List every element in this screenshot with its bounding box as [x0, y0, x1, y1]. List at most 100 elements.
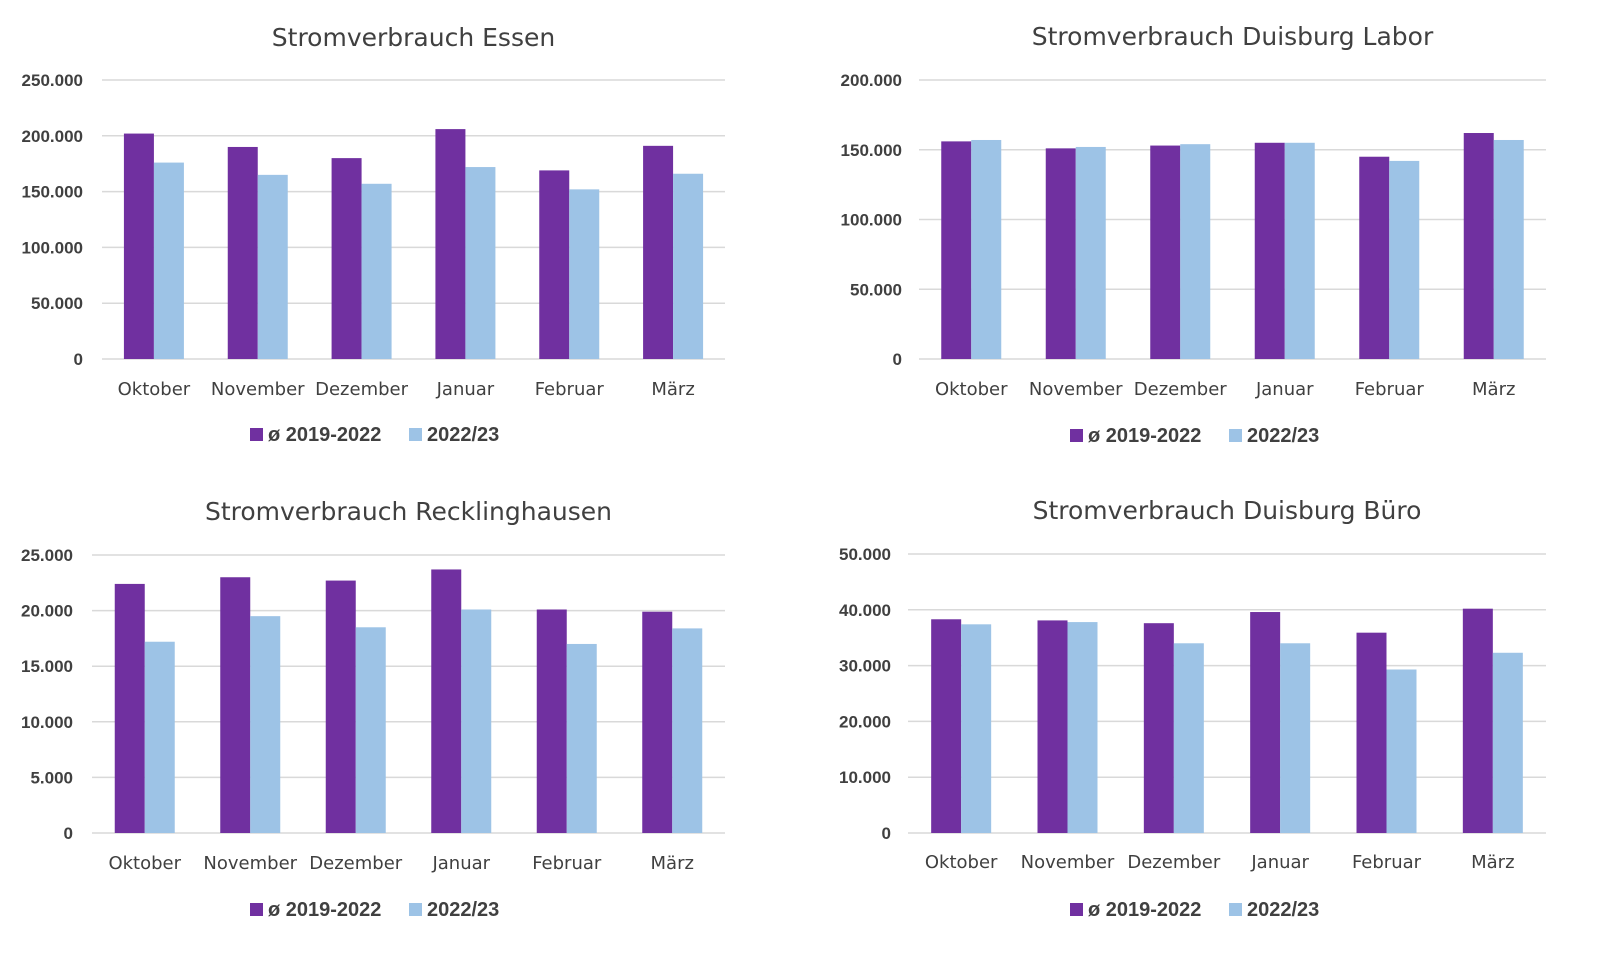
chart-title: Stromverbrauch Duisburg Büro: [1033, 496, 1422, 525]
y-tick-label: 0: [893, 350, 902, 369]
x-tick-label: Januar: [1250, 852, 1309, 873]
x-tick-label: Dezember: [1127, 852, 1220, 873]
bar-current: [465, 167, 496, 359]
legend-swatch: [250, 903, 263, 916]
bar-current: [673, 173, 704, 359]
bar-current: [672, 628, 703, 833]
bar-avg: [1045, 148, 1076, 359]
legend-label: ø 2019-2022: [1088, 899, 1201, 921]
x-tick-label: Dezember: [309, 853, 402, 874]
bar-avg: [539, 170, 570, 359]
legend-label: 2022/23: [1247, 425, 1319, 447]
x-tick-label: Februar: [1355, 379, 1425, 400]
x-tick-label: Januar: [436, 379, 495, 400]
bar-avg: [1150, 145, 1181, 359]
x-tick-label: November: [203, 853, 297, 874]
bar-avg: [1254, 142, 1285, 359]
y-tick-label: 30.000: [839, 657, 891, 676]
y-tick-label: 40.000: [839, 601, 891, 620]
x-tick-label: Dezember: [315, 379, 408, 400]
bar-current: [355, 627, 386, 833]
chart-essen: Stromverbrauch Essen 0 50.000 100.000 150.00…: [0, 0, 811, 488]
chart-title: Stromverbrauch Recklinghausen: [205, 497, 612, 526]
x-tick-label: Dezember: [1134, 379, 1227, 400]
x-tick-label: Januar: [1255, 379, 1314, 400]
legend-label: 2022/23: [1247, 899, 1319, 921]
bar-current: [1386, 669, 1417, 833]
y-tick-label: 100.000: [841, 211, 902, 230]
bar-avg: [227, 146, 258, 359]
y-tick-label: 5.000: [30, 768, 73, 787]
y-tick-label: 150.000: [841, 141, 902, 160]
x-tick-label: Oktober: [935, 379, 1008, 400]
bar-avg: [1250, 612, 1281, 833]
legend-swatch: [1229, 429, 1242, 442]
legend-swatch: [1070, 903, 1083, 916]
bar-avg: [1359, 156, 1390, 359]
chart-duisburg-labor: Stromverbrauch Duisburg Labor 0 50.000 100.…: [812, 0, 1623, 488]
bar-avg: [931, 619, 962, 833]
bar-current: [566, 643, 597, 833]
bar-current: [250, 616, 281, 833]
chart-svg-duisburg-labor: Stromverbrauch Duisburg Labor 0 50.000 100.…: [841, 22, 1546, 447]
y-tick-label: 50.000: [31, 294, 83, 313]
legend-swatch: [1070, 429, 1083, 442]
bar-current: [1389, 160, 1420, 359]
y-tick-label: 20.000: [21, 602, 73, 621]
chart-title: Stromverbrauch Duisburg Labor: [1032, 22, 1434, 51]
x-tick-label: März: [1472, 379, 1515, 400]
bar-avg: [941, 141, 972, 359]
chart-duisburg-buero: Stromverbrauch Duisburg Büro 0 10.000 20.00…: [812, 488, 1623, 976]
y-tick-label: 200.000: [841, 71, 902, 90]
bar-avg: [642, 611, 673, 833]
y-tick-label: 50.000: [839, 545, 891, 564]
legend-swatch: [1229, 903, 1242, 916]
bar-current: [971, 139, 1002, 359]
chart-svg-essen: Stromverbrauch Essen 0 50.000 100.000 150.00…: [22, 23, 725, 446]
bar-avg: [1462, 608, 1493, 833]
y-tick-label: 0: [882, 824, 891, 843]
bar-current: [1180, 144, 1211, 359]
y-tick-label: 100.000: [22, 238, 83, 257]
bar-current: [1492, 652, 1523, 833]
y-tick-label: 15.000: [21, 657, 73, 676]
x-tick-label: November: [1029, 379, 1123, 400]
chart-recklinghausen: Stromverbrauch Recklinghausen 0 5.000 10.00…: [0, 488, 811, 976]
bar-current: [1173, 643, 1204, 833]
bar-avg: [1037, 620, 1068, 833]
bar-avg: [536, 609, 567, 833]
bar-current: [1075, 146, 1106, 359]
bar-avg: [331, 158, 362, 359]
bar-current: [361, 183, 392, 359]
bar-current: [569, 189, 600, 359]
bar-current: [961, 624, 992, 833]
legend-swatch: [409, 903, 422, 916]
bar-avg: [643, 145, 674, 359]
legend-swatch: [250, 428, 263, 441]
y-tick-label: 10.000: [21, 713, 73, 732]
x-tick-label: Oktober: [108, 853, 181, 874]
bar-current: [153, 162, 184, 359]
y-tick-label: 10.000: [839, 768, 891, 787]
x-tick-label: November: [211, 379, 305, 400]
bar-current: [257, 174, 288, 359]
y-tick-label: 50.000: [850, 280, 902, 299]
bar-avg: [1356, 632, 1387, 833]
bar-avg: [123, 133, 154, 359]
x-tick-label: November: [1021, 852, 1115, 873]
bar-current: [461, 609, 492, 833]
bar-avg: [1463, 133, 1494, 359]
bar-avg: [220, 577, 251, 833]
x-tick-label: Oktober: [118, 379, 191, 400]
legend-label: 2022/23: [427, 899, 499, 921]
bar-current: [1067, 622, 1098, 833]
y-tick-label: 200.000: [22, 127, 83, 146]
bar-avg: [435, 129, 466, 359]
y-tick-label: 0: [74, 350, 83, 369]
x-tick-label: Februar: [532, 853, 602, 874]
y-tick-label: 20.000: [839, 712, 891, 731]
x-tick-label: März: [651, 853, 694, 874]
chart-svg-duisburg-buero: Stromverbrauch Duisburg Büro 0 10.000 20.00…: [839, 496, 1546, 921]
y-tick-label: 150.000: [22, 183, 83, 202]
bar-avg: [431, 569, 462, 833]
